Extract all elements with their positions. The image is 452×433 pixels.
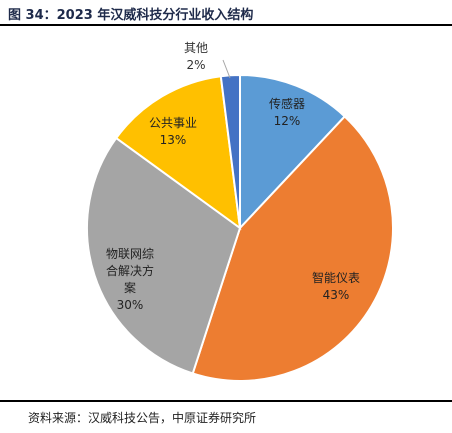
- pie-slices: [86, 73, 394, 382]
- data-label-smart-meters: 智能仪表 43%: [312, 270, 360, 302]
- bottom-divider: [0, 400, 452, 402]
- other-leader-line: [222, 59, 231, 79]
- data-label-other: 其他 2%: [184, 41, 208, 72]
- slice-smart-meters: [191, 115, 394, 382]
- data-label-sensors: 传感器 12%: [269, 96, 305, 128]
- slice-public-utilities: [114, 75, 242, 231]
- source-note: 资料来源：汉威科技公告，中原证券研究所: [28, 411, 257, 425]
- slice-sensors: [239, 73, 347, 231]
- pie-labels: 传感器 12% 智能仪表 43% 物联网综合解决方案 30% 公共事业 13% 其他 2%: [106, 41, 360, 312]
- slice-other: [219, 73, 241, 229]
- top-divider: [0, 24, 452, 26]
- data-label-iot-solutions: 物联网综合解决方案 30%: [106, 247, 154, 312]
- chart-title: 图 34：2023 年汉威科技分行业收入结构: [8, 8, 254, 23]
- data-label-public-utilities: 公共事业 13%: [149, 116, 197, 147]
- slice-iot-solutions: [86, 136, 242, 375]
